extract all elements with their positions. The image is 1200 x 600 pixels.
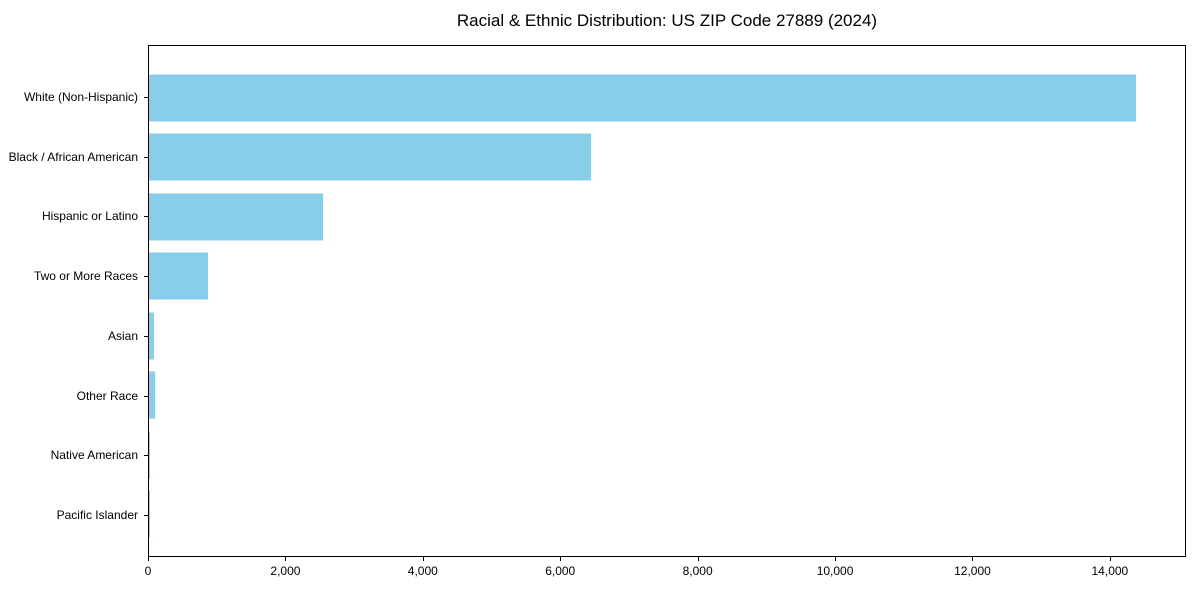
x-tick-mark bbox=[1109, 557, 1111, 561]
y-tick-row: Asian bbox=[0, 306, 148, 366]
x-tick-mark bbox=[835, 557, 837, 561]
bar-row bbox=[149, 306, 1185, 366]
chart-title: Racial & Ethnic Distribution: US ZIP Cod… bbox=[456, 11, 878, 30]
x-tick-mark bbox=[972, 557, 974, 561]
y-tick-row: Hispanic or Latino bbox=[0, 187, 148, 247]
x-tick-label: 12,000 bbox=[954, 564, 991, 578]
y-tick-label: Two or More Races bbox=[33, 269, 138, 284]
y-tick-row: Other Race bbox=[0, 366, 148, 426]
bar-row bbox=[149, 366, 1185, 426]
x-tick-mark bbox=[148, 557, 149, 561]
y-tick-row: White (Non-Hispanic) bbox=[0, 67, 148, 127]
y-tick-mark bbox=[144, 96, 148, 98]
y-tick-label: White (Non-Hispanic) bbox=[23, 89, 138, 104]
bar bbox=[149, 312, 154, 360]
y-tick-mark bbox=[144, 515, 148, 517]
x-tick-mark bbox=[697, 557, 699, 561]
x-tick-label: 14,000 bbox=[1091, 564, 1129, 578]
bar bbox=[149, 74, 1137, 122]
bar-row bbox=[149, 247, 1185, 307]
x-tick-label: 0 bbox=[144, 564, 152, 578]
bar bbox=[149, 193, 324, 241]
bar-row bbox=[149, 187, 1185, 247]
bar bbox=[149, 431, 151, 479]
x-tick-label: 8,000 bbox=[682, 564, 713, 578]
y-tick-mark bbox=[144, 455, 148, 457]
x-tick-label: 10,000 bbox=[816, 564, 854, 578]
plot-area bbox=[148, 45, 1186, 557]
y-tick-mark bbox=[144, 335, 148, 337]
bar-row bbox=[149, 425, 1185, 485]
y-tick-label: Black / African American bbox=[8, 149, 138, 164]
y-tick-mark bbox=[144, 395, 148, 397]
y-tick-label: Asian bbox=[107, 328, 138, 343]
bar bbox=[149, 133, 591, 181]
x-tick-label: 6,000 bbox=[545, 564, 576, 578]
y-tick-label: Hispanic or Latino bbox=[41, 209, 138, 224]
y-tick-row: Pacific Islander bbox=[0, 485, 148, 545]
x-tick-mark bbox=[422, 557, 424, 561]
bar bbox=[149, 371, 156, 419]
x-tick-mark bbox=[560, 557, 562, 561]
x-axis: 0 2,000 4,000 6,000 8,000 10,000 12,000 14,000 bbox=[144, 557, 1186, 589]
x-tick-label: 4,000 bbox=[407, 564, 438, 578]
y-tick-mark bbox=[144, 216, 148, 218]
x-tick-label: 2,000 bbox=[270, 564, 301, 578]
y-tick-row: Native American bbox=[0, 426, 148, 486]
y-tick-label: Other Race bbox=[76, 388, 138, 403]
y-axis-labels: White (Non-Hispanic) Black / African Amer… bbox=[0, 45, 148, 557]
y-tick-mark bbox=[144, 276, 148, 278]
bar-row bbox=[149, 485, 1185, 545]
y-tick-label: Pacific Islander bbox=[56, 508, 138, 523]
y-tick-row: Black / African American bbox=[0, 127, 148, 187]
bar-row bbox=[149, 68, 1185, 128]
x-tick-mark bbox=[285, 557, 287, 561]
y-tick-label: Native American bbox=[50, 448, 138, 463]
bar bbox=[149, 252, 208, 300]
y-tick-mark bbox=[144, 156, 148, 158]
y-tick-row: Two or More Races bbox=[0, 246, 148, 306]
bar-row bbox=[149, 128, 1185, 188]
